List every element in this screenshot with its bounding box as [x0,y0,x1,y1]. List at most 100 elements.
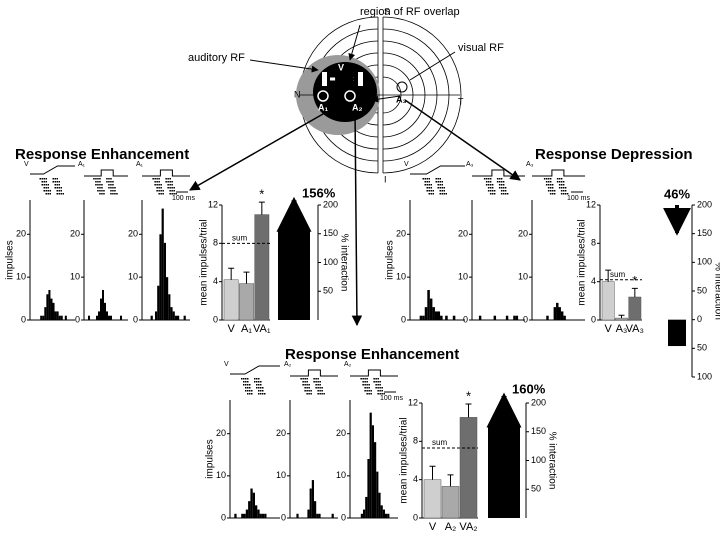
y2-tick-label: 100 [697,371,712,381]
y-tick-label: 20 [16,229,26,239]
x-tick-label: VA₂ [459,521,477,533]
bar [419,315,423,320]
bar [120,315,122,320]
bar [102,290,104,320]
raster-dot [306,381,308,383]
raster-dot [562,184,565,186]
raster-dot [54,187,56,189]
raster-dot [54,184,56,186]
bar [601,281,615,321]
raster-dot [437,178,439,180]
y2-tick-label: 200 [531,397,546,407]
raster-dot [241,378,243,380]
axis-label: T [458,96,464,106]
stimulus-label: V [404,161,409,168]
raster-dot [319,387,321,389]
bar [558,307,561,320]
raster-dot [47,193,49,195]
raster-dot [62,193,64,195]
bar [234,513,237,518]
raster-dot [506,193,509,195]
error-bar [447,474,454,487]
raster-dot [379,384,381,386]
raster-dot [545,178,548,180]
raster-dot [112,184,114,186]
y-tick-label: 0 [591,314,596,324]
raster-dot [321,393,323,395]
raster-dot [45,181,47,183]
raster-dot [167,181,169,183]
raster-dot [443,190,445,192]
raster-dot [306,378,308,380]
raster-dot [498,181,501,183]
raster-dot [304,378,306,380]
bar [177,315,180,320]
stimulus-label: V [224,361,229,368]
y-tick-label: 0 [401,314,406,324]
raster-dot [547,190,550,192]
raster-dot [262,390,264,392]
raster-dot [428,193,430,195]
y2-tick-label: 100 [323,257,338,267]
raster-dot [364,381,366,383]
raster-dot [377,381,379,383]
bar [374,442,377,518]
raster-dot [249,390,251,392]
raster-dot [547,187,550,189]
y-axis-label: mean impulses/trial [577,219,588,305]
label: region of RF overlap [360,6,460,18]
raster-dot [551,187,554,189]
bar [452,315,456,320]
raster-dot [428,184,430,186]
raster-dot [106,181,108,183]
error-bar [605,269,612,282]
raster-dot [366,393,368,395]
y-tick-label: 8 [213,238,218,248]
raster-dot [315,378,317,380]
raster-dot [43,190,45,192]
bar [365,496,368,518]
y-tick-label: 12 [408,397,418,407]
raster-dot [564,190,567,192]
raster-dot [368,390,370,392]
raster-dot [485,181,488,183]
raster-dot [430,190,432,192]
raster-dot [426,181,428,183]
raster-dot [260,384,262,386]
raster-dot [498,187,501,189]
raster-dot [360,378,362,380]
raster-dot [156,181,158,183]
y2-tick-label: 50 [531,484,541,494]
stimulus-trace [142,169,190,177]
raster-dot [439,184,441,186]
x-tick-label: V [429,521,437,533]
sum-label: sum [432,438,447,447]
bar [363,509,366,518]
y2-axis-label: % interaction [338,234,349,292]
raster-dot [260,387,262,389]
y-tick-label: 10 [276,470,286,480]
bar [172,311,175,320]
raster-dot [110,187,112,189]
bar [58,315,61,320]
raster-dot [247,387,249,389]
bar [307,509,310,518]
bar [314,501,317,518]
raster-dot [300,378,302,380]
raster-dot [551,184,554,186]
raster-dot [112,193,114,195]
bar [427,290,430,320]
bar [459,417,478,519]
raster-dot [306,390,308,392]
stimulus-label: A₁ [78,161,86,168]
annotation: * [466,388,471,403]
sum-label: sum [610,270,625,279]
raster-dot [556,178,559,180]
raster-dot [549,184,552,186]
bar [183,315,186,320]
bar [60,315,63,320]
raster-dot [441,193,443,195]
raster-dot [99,190,101,192]
raster-dot [95,181,97,183]
bar [241,513,244,518]
